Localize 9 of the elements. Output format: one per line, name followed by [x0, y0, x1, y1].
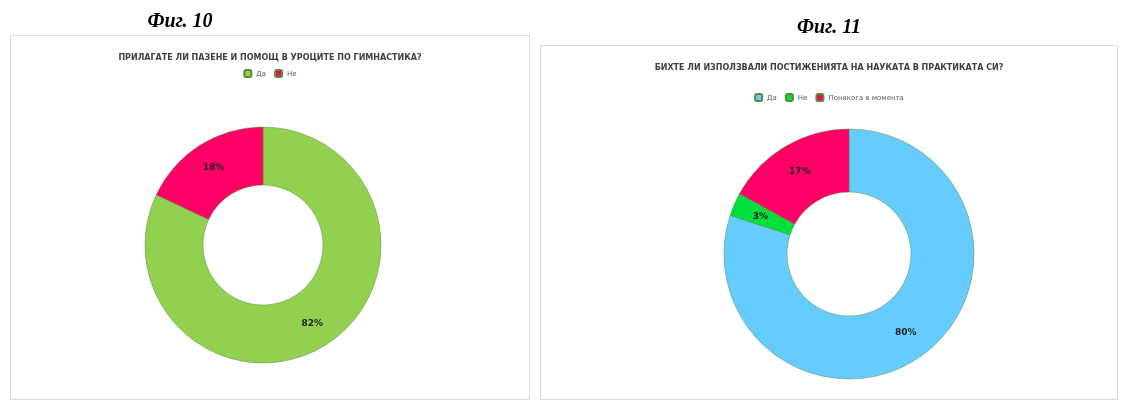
text: Фиг. 11	[795, 14, 863, 38]
chart-title: ПРИЛАГАТЕ ЛИ ПАЗЕНЕ И ПОМОЩ В УРОЦИТЕ ПО ГИМНАСТИКА?	[118, 52, 422, 62]
data-label: 18%	[202, 162, 225, 173]
data-label: 3%	[752, 210, 769, 221]
data-label: 17%	[789, 165, 811, 176]
data-label: 80%	[894, 327, 917, 338]
data-label: 82%	[301, 317, 324, 328]
chart-title: БИХТЕ ЛИ ИЗПОЛЗВАЛИ ПОСТИЖЕНИЯТА НА НАУКАТА В ПРАКТИКАТА СИ?	[654, 62, 1004, 72]
text: Фиг. 10	[146, 8, 214, 32]
